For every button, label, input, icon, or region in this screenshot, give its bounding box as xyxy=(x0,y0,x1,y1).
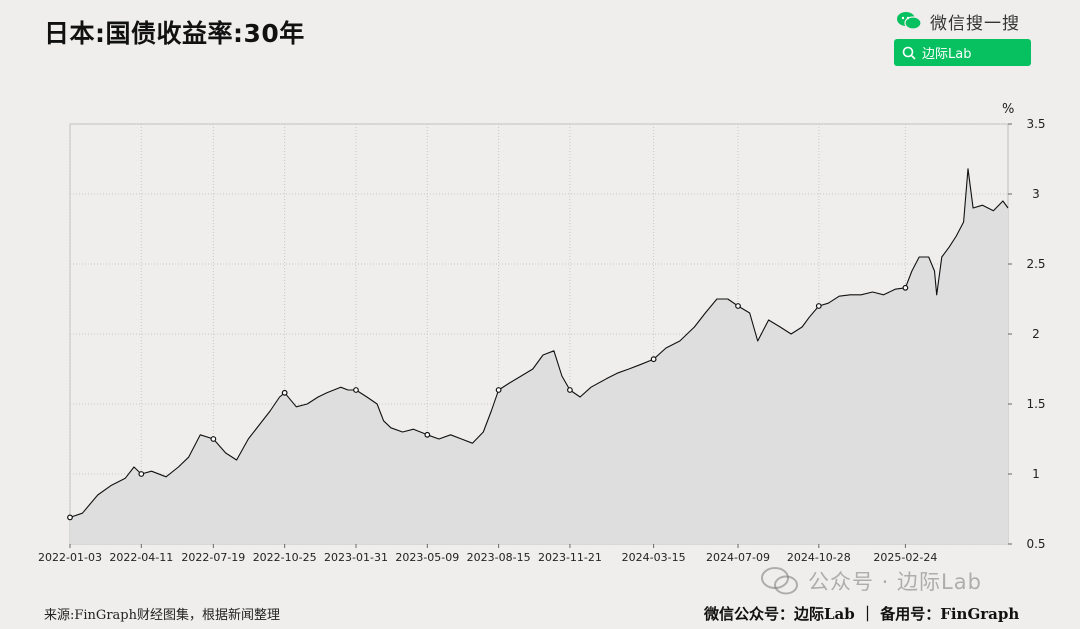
data-marker xyxy=(424,431,431,438)
x-tick-label: 2024-10-28 xyxy=(787,551,851,564)
x-tick-label: 2025-02-24 xyxy=(873,551,937,564)
x-tick-label: 2022-10-25 xyxy=(253,551,317,564)
y-tick-label: 3.5 xyxy=(1026,117,1045,131)
data-marker xyxy=(735,303,741,309)
wechat-watermark-icon xyxy=(761,567,798,595)
series-area xyxy=(70,168,1008,545)
watermark-text: 公众号 · 边际Lab xyxy=(808,570,982,594)
data-marker xyxy=(815,303,822,309)
y-tick-label: 1 xyxy=(1032,467,1040,481)
x-tick-label: 2022-07-19 xyxy=(181,551,245,564)
x-tick-label: 2023-11-21 xyxy=(538,551,602,564)
y-axis-ticks: 0.5 1 1.5 2 2.5 3 3.5 xyxy=(1008,117,1046,551)
x-tick-label: 2024-07-09 xyxy=(706,551,770,564)
series-line xyxy=(69,168,1009,518)
data-marker xyxy=(650,356,657,363)
wechat-search-brand[interactable]: 微信搜一搜 xyxy=(896,8,1056,34)
search-button[interactable]: 边际Lab xyxy=(894,39,1031,66)
data-marker xyxy=(138,471,145,477)
source-note: 来源:FinGraph财经图集，根据新闻整理 xyxy=(44,608,280,623)
x-tick-label: 2023-05-09 xyxy=(395,551,459,564)
chart-line-layer xyxy=(69,168,1009,518)
x-axis-ticks: 2022-01-03 2022-04-11 2022-07-19 2022-10-25… xyxy=(38,544,937,564)
chart-marker-layer xyxy=(67,284,909,521)
x-tick-label: 2023-01-31 xyxy=(324,551,388,564)
y-tick-label: 2 xyxy=(1032,327,1040,341)
y-tick-label: 2.5 xyxy=(1026,257,1045,271)
search-button-label: 边际Lab xyxy=(922,47,972,62)
x-tick-label: 2024-03-15 xyxy=(622,551,686,564)
y-tick-label: 1.5 xyxy=(1026,397,1045,411)
data-marker xyxy=(495,387,502,393)
wechat-icon xyxy=(897,12,922,30)
watermark: 公众号 · 边际Lab xyxy=(760,566,982,596)
data-marker xyxy=(281,389,288,396)
chart-title: 日本:国债收益率:30年 xyxy=(44,19,305,48)
search-icon xyxy=(902,46,916,60)
data-marker xyxy=(210,436,217,442)
y-tick-label: 0.5 xyxy=(1026,537,1045,551)
x-tick-label: 2023-08-15 xyxy=(467,551,531,564)
data-marker xyxy=(902,284,909,291)
data-marker xyxy=(567,387,573,393)
chart-area-layer xyxy=(70,168,1008,545)
wechat-search-label: 微信搜一搜 xyxy=(930,13,1020,34)
data-marker xyxy=(353,387,359,393)
x-tick-label: 2022-01-03 xyxy=(38,551,102,564)
credit-note: 微信公众号：边际Lab ｜ 备用号：FinGraph xyxy=(704,605,1020,623)
data-marker xyxy=(67,514,73,521)
y-axis-unit: % xyxy=(1002,102,1015,117)
x-tick-label: 2022-04-11 xyxy=(109,551,173,564)
y-tick-label: 3 xyxy=(1032,187,1040,201)
